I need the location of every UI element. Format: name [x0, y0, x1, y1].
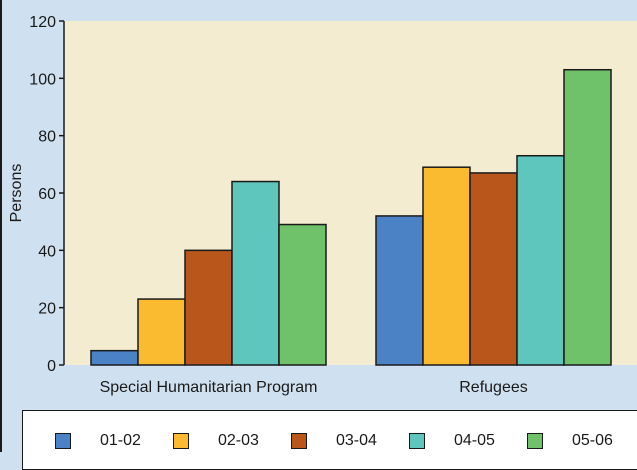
x-category-label: Refugees — [459, 379, 528, 396]
bar-05-06 — [278, 223, 327, 366]
bar-05-06 — [563, 68, 612, 366]
bar-02-03 — [422, 166, 471, 366]
legend-item-02-03: 02-03 — [173, 431, 259, 451]
y-tick-label: 40 — [38, 243, 56, 260]
bar-03-04 — [184, 249, 233, 366]
y-axis: 0 20 40 60 80 100 120 — [29, 14, 65, 375]
bar-04-05 — [516, 154, 565, 366]
y-tick-label: 80 — [38, 129, 56, 146]
bar-chart: 0 20 40 60 80 100 120 Special Humanitarian Pro… — [8, 14, 637, 396]
legend-item-03-04: 03-04 — [291, 431, 377, 451]
legend-swatch — [55, 433, 71, 449]
bar-01-02 — [90, 349, 139, 366]
legend-item-01-02: 01-02 — [55, 431, 141, 451]
y-tick-label: 20 — [38, 301, 56, 318]
legend-swatch — [527, 433, 543, 449]
legend: 01-02 02-03 03-04 04-05 05-06 — [22, 410, 637, 470]
bars — [90, 68, 612, 366]
legend-label: 02-03 — [218, 432, 259, 449]
y-tick-label: 60 — [38, 186, 56, 203]
x-category-label: Special Humanitarian Program — [100, 379, 318, 396]
x-axis-labels: Special Humanitarian Program Refugees — [100, 379, 528, 396]
legend-swatch — [173, 433, 189, 449]
bar-04-05 — [231, 180, 280, 366]
y-tick-label: 0 — [47, 358, 56, 375]
legend-label: 03-04 — [336, 432, 377, 449]
legend-item-04-05: 04-05 — [409, 431, 495, 451]
bar-03-04 — [469, 172, 518, 366]
legend-item-05-06: 05-06 — [527, 431, 613, 451]
legend-swatch — [409, 433, 425, 449]
y-tick-label: 120 — [29, 14, 56, 31]
y-tick-label: 100 — [29, 71, 56, 88]
bar-02-03 — [137, 298, 186, 366]
legend-label: 04-05 — [454, 432, 495, 449]
legend-swatch — [291, 433, 307, 449]
y-axis-label: Persons — [8, 164, 25, 223]
legend-label: 05-06 — [572, 432, 613, 449]
legend-label: 01-02 — [100, 432, 141, 449]
bar-01-02 — [375, 215, 424, 366]
frame-left-border — [0, 0, 2, 452]
